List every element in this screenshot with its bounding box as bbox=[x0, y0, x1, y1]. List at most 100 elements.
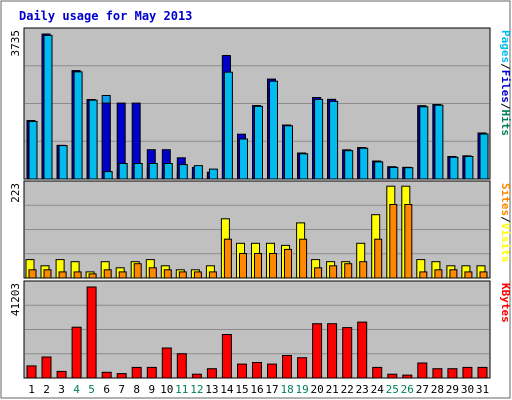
bar-kbytes-kbytes-day-24 bbox=[372, 366, 383, 379]
bar-kbytes-kbytes-day-21 bbox=[327, 323, 338, 379]
bar-visits-sites-day-6 bbox=[103, 269, 112, 279]
bar-visits-sites-day-8 bbox=[133, 263, 142, 279]
bar-visits-sites-day-3 bbox=[58, 271, 67, 279]
bar-visits-sites-day-31 bbox=[479, 271, 488, 279]
x-tick-label: 2 bbox=[43, 383, 50, 396]
bar-hits-pages-day-28 bbox=[434, 104, 444, 180]
bar-hits-pages-day-13 bbox=[208, 168, 218, 180]
bar-hits-pages-day-19 bbox=[299, 153, 309, 180]
bar-kbytes-kbytes-day-19 bbox=[297, 357, 308, 379]
bar-hits-pages-day-11 bbox=[178, 164, 188, 180]
bar-hits-pages-day-16 bbox=[254, 105, 263, 180]
x-tick-label: 25 bbox=[386, 383, 399, 396]
bar-visits-sites-day-29 bbox=[449, 269, 458, 279]
x-tick-label: 20 bbox=[310, 383, 323, 396]
bar-hits-pages-day-26 bbox=[404, 167, 414, 180]
legend-item: Visits bbox=[499, 223, 512, 263]
bar-kbytes-kbytes-day-4 bbox=[71, 326, 82, 379]
x-tick-label: 7 bbox=[118, 383, 125, 396]
legend-item: KBytes bbox=[499, 283, 512, 323]
bar-kbytes-kbytes-day-20 bbox=[312, 323, 323, 379]
bar-visits-sites-day-22 bbox=[344, 263, 353, 279]
bar-visits-sites-day-13 bbox=[208, 271, 217, 279]
legend-item: Pages bbox=[499, 30, 512, 63]
bar-visits-sites-day-9 bbox=[148, 267, 157, 279]
bar-kbytes-kbytes-day-29 bbox=[447, 368, 458, 379]
bar-visits-sites-day-28 bbox=[434, 269, 443, 279]
x-tick-label: 4 bbox=[73, 383, 80, 396]
bar-visits-sites-day-20 bbox=[314, 267, 323, 279]
panel-hits-legend: Pages/Files/Hits bbox=[499, 30, 512, 136]
bar-kbytes-kbytes-day-9 bbox=[146, 366, 157, 379]
bar-kbytes-kbytes-day-11 bbox=[176, 353, 187, 379]
x-tick-label: 17 bbox=[265, 383, 278, 396]
bar-kbytes-kbytes-day-5 bbox=[86, 286, 97, 379]
bar-visits-sites-day-17 bbox=[269, 253, 277, 279]
bar-hits-pages-day-15 bbox=[239, 138, 248, 180]
bar-visits-sites-day-23 bbox=[359, 261, 368, 279]
bar-hits-pages-day-22 bbox=[344, 150, 354, 180]
bar-hits-pages-day-7 bbox=[118, 163, 128, 180]
bar-visits-sites-day-5 bbox=[88, 273, 97, 279]
x-tick-label: 22 bbox=[341, 383, 354, 396]
bar-hits-pages-day-17 bbox=[269, 80, 278, 180]
bar-hits-pages-day-20 bbox=[314, 98, 324, 180]
bar-hits-pages-day-8 bbox=[133, 163, 143, 180]
bar-visits-sites-day-4 bbox=[73, 271, 82, 279]
bar-hits-pages-day-29 bbox=[449, 156, 459, 180]
bar-hits-pages-day-3 bbox=[58, 145, 68, 180]
x-tick-label: 11 bbox=[175, 383, 188, 396]
x-tick-label: 6 bbox=[103, 383, 110, 396]
bar-visits-sites-day-27 bbox=[419, 271, 428, 279]
x-tick-label: 24 bbox=[371, 383, 385, 396]
bar-kbytes-kbytes-day-6 bbox=[101, 371, 112, 379]
x-tick-label: 10 bbox=[160, 383, 173, 396]
bar-hits-pages-day-4 bbox=[73, 71, 83, 180]
bar-hits-pages-day-12 bbox=[193, 165, 203, 180]
bar-kbytes-kbytes-day-27 bbox=[417, 362, 428, 379]
bar-kbytes-kbytes-day-15 bbox=[237, 363, 247, 379]
x-tick-label: 16 bbox=[250, 383, 263, 396]
bar-kbytes-kbytes-day-23 bbox=[357, 321, 368, 379]
x-tick-label: 12 bbox=[190, 383, 203, 396]
bar-visits-sites-day-30 bbox=[464, 271, 473, 279]
bar-visits-sites-day-25 bbox=[389, 204, 398, 279]
bar-hits-pages-day-27 bbox=[419, 106, 429, 180]
bar-kbytes-kbytes-day-26 bbox=[402, 374, 413, 379]
legend-item: / bbox=[499, 216, 512, 223]
bar-kbytes-kbytes-day-2 bbox=[41, 356, 52, 379]
bar-visits-sites-day-16 bbox=[254, 253, 262, 279]
bar-visits-sites-day-10 bbox=[163, 269, 172, 279]
bar-kbytes-kbytes-day-18 bbox=[282, 355, 292, 379]
bar-visits-sites-day-12 bbox=[193, 271, 202, 279]
panel-visits-ymax-label: 223 bbox=[9, 183, 22, 203]
bar-kbytes-kbytes-day-30 bbox=[462, 366, 473, 379]
bar-visits-sites-day-19 bbox=[299, 238, 308, 279]
x-tick-label: 3 bbox=[58, 383, 65, 396]
x-tick-label: 28 bbox=[431, 383, 444, 396]
bar-visits-sites-day-26 bbox=[404, 204, 413, 279]
x-tick-label: 19 bbox=[295, 383, 308, 396]
x-tick-label: 29 bbox=[446, 383, 459, 396]
bar-kbytes-kbytes-day-1 bbox=[26, 365, 37, 379]
bar-visits-sites-day-15 bbox=[239, 253, 247, 279]
bar-visits-sites-day-24 bbox=[374, 238, 383, 279]
bar-hits-pages-day-2 bbox=[43, 34, 53, 180]
bar-hits-pages-day-21 bbox=[329, 100, 339, 180]
bar-visits-sites-day-1 bbox=[28, 269, 37, 279]
x-tick-label: 31 bbox=[476, 383, 489, 396]
legend-item: Sites bbox=[499, 183, 512, 216]
bar-visits-sites-day-7 bbox=[118, 271, 127, 279]
panel-kbytes-legend: KBytes bbox=[499, 283, 512, 323]
bar-hits-pages-day-14 bbox=[223, 71, 233, 180]
x-tick-label: 14 bbox=[220, 383, 234, 396]
bar-visits-sites-day-14 bbox=[223, 238, 232, 279]
bar-kbytes-kbytes-day-7 bbox=[116, 373, 127, 379]
x-tick-label: 9 bbox=[148, 383, 155, 396]
x-tick-label: 13 bbox=[205, 383, 218, 396]
legend-item: Files bbox=[499, 70, 512, 103]
bar-kbytes-kbytes-day-22 bbox=[342, 327, 353, 379]
bar-kbytes-kbytes-day-12 bbox=[191, 373, 202, 379]
